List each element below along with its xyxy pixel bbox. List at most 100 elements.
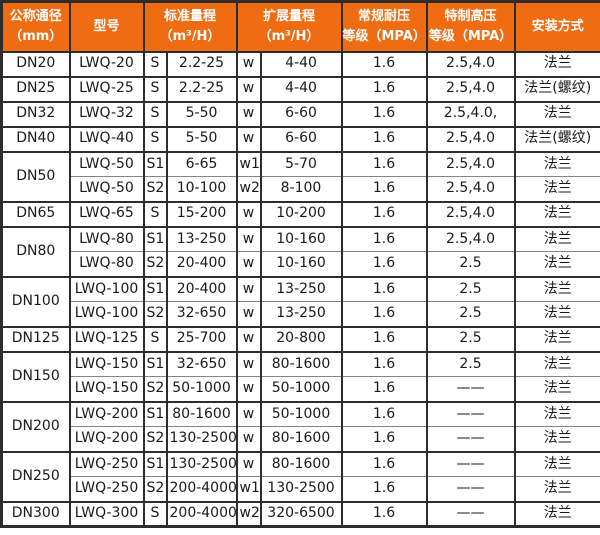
ext-range-cell: 10-200 <box>259 200 343 227</box>
std-code-cell: S2 <box>142 426 168 452</box>
std-range-cell: 200-4000 <box>165 500 238 527</box>
table-row: LWQ-150 S2 50-1000 w 50-1000 1.6 —— 法兰 <box>2 376 600 402</box>
install-cell: 法兰 <box>513 450 600 477</box>
ext-range-cell: 10-160 <box>259 251 343 277</box>
ext-range-cell: 80-1600 <box>259 450 343 477</box>
model-cell: LWQ-250 <box>68 450 145 477</box>
ext-code-cell: w <box>235 275 262 302</box>
table-row: DN200 LWQ-200 S1 80-1600 w 50-1000 1.6 —— 法兰 <box>0 400 600 452</box>
model-cell: LWQ-25 <box>68 75 145 102</box>
install-cell: 法兰 <box>513 251 600 277</box>
ext-code-cell: w <box>235 125 262 152</box>
table-row: DN125 LWQ-125 S 25-700 w 20-800 1.6 2.5 法兰 <box>0 325 600 352</box>
high-pressure-cell: 2.5,4.0 <box>425 125 516 152</box>
std-range-cell: 10-100 <box>165 176 238 202</box>
nominal-diameter-cell: DN65 <box>0 200 71 227</box>
high-pressure-cell: 2.5 <box>425 301 516 327</box>
pressure-cell: 1.6 <box>340 251 428 277</box>
install-cell: 法兰 <box>513 225 600 252</box>
std-code-cell: S <box>142 100 168 127</box>
std-range-cell: 25-700 <box>165 325 238 352</box>
model-cell: LWQ-150 <box>68 350 145 377</box>
high-pressure-cell: 2.5,4.0 <box>425 50 516 77</box>
pressure-cell: 1.6 <box>340 450 428 477</box>
std-code-cell: S <box>142 125 168 152</box>
ext-code-cell: w2 <box>235 500 262 527</box>
std-code-cell: S1 <box>142 400 168 427</box>
ext-code-cell: w <box>235 100 262 127</box>
ext-range-cell: 320-6500 <box>259 500 343 527</box>
ext-range-cell: 10-160 <box>259 225 343 252</box>
ext-range-cell: 4-40 <box>259 75 343 102</box>
nominal-diameter-cell: DN25 <box>0 75 71 102</box>
high-pressure-cell: —— <box>425 500 516 527</box>
high-pressure-cell: 2.5 <box>425 275 516 302</box>
ext-range-cell: 80-1600 <box>259 350 343 377</box>
model-cell: LWQ-50 <box>68 176 145 202</box>
pressure-cell: 1.6 <box>340 225 428 252</box>
pressure-cell: 1.6 <box>340 150 428 177</box>
nominal-diameter-cell: DN100 <box>0 275 71 327</box>
table-row: DN50 LWQ-50 S1 6-65 w1 5-70 1.6 2.5,4.0 法兰 <box>0 150 600 202</box>
nominal-diameter-cell: DN250 <box>0 450 71 502</box>
model-cell: LWQ-300 <box>68 500 145 527</box>
install-cell: 法兰 <box>513 476 600 502</box>
table-row: LWQ-200 S2 130-2500 w 80-1600 1.6 —— 法兰 <box>2 426 600 452</box>
ext-range-cell: 4-40 <box>259 50 343 77</box>
table-row: DN32 LWQ-32 S 5-50 w 6-60 1.6 2.5,4.0, 法兰 <box>0 100 600 127</box>
std-range-cell: 32-650 <box>165 301 238 327</box>
pressure-cell: 1.6 <box>340 376 428 402</box>
pressure-cell: 1.6 <box>340 325 428 352</box>
pressure-cell: 1.6 <box>340 50 428 77</box>
ext-code-cell: w <box>235 225 262 252</box>
std-range-cell: 13-250 <box>165 225 238 252</box>
nominal-diameter-cell: DN200 <box>0 400 71 452</box>
model-cell: LWQ-125 <box>68 325 145 352</box>
std-code-cell: S2 <box>142 301 168 327</box>
model-cell: LWQ-150 <box>68 376 145 402</box>
model-cell: LWQ-40 <box>68 125 145 152</box>
high-pressure-cell: —— <box>425 450 516 477</box>
nominal-diameter-cell: DN300 <box>0 500 71 527</box>
header-row: 公称通径 （mm） 型号 标准量程 （m³/H） 扩展量程 （m³/H） 常规耐… <box>0 0 600 53</box>
high-pressure-cell: 2.5 <box>425 350 516 377</box>
std-range-cell: 5-50 <box>165 100 238 127</box>
ext-range-cell: 13-250 <box>259 301 343 327</box>
std-range-cell: 15-200 <box>165 200 238 227</box>
model-cell: LWQ-100 <box>68 275 145 302</box>
nominal-diameter-cell: DN50 <box>0 150 71 202</box>
std-range-cell: 5-50 <box>165 125 238 152</box>
install-cell: 法兰 <box>513 176 600 202</box>
std-code-cell: S <box>142 500 168 527</box>
model-cell: LWQ-50 <box>68 150 145 177</box>
install-cell: 法兰(螺纹) <box>513 75 600 102</box>
model-cell: LWQ-80 <box>68 225 145 252</box>
install-cell: 法兰 <box>513 376 600 402</box>
pressure-cell: 1.6 <box>340 476 428 502</box>
ext-range-cell: 50-1000 <box>259 376 343 402</box>
table-row: DN100 LWQ-100 S1 20-400 w 13-250 1.6 2.5 法兰 <box>0 275 600 327</box>
std-code-cell: S1 <box>142 150 168 177</box>
nominal-diameter-cell: DN40 <box>0 125 71 152</box>
ext-code-cell: w2 <box>235 176 262 202</box>
install-cell: 法兰 <box>513 400 600 427</box>
high-pressure-cell: 2.5,4.0 <box>425 75 516 102</box>
table-row: DN300 LWQ-300 S 200-4000 w2 320-6500 1.6 —— 法兰 <box>0 500 600 527</box>
install-cell: 法兰(螺纹) <box>513 125 600 152</box>
model-cell: LWQ-200 <box>68 426 145 452</box>
ext-code-cell: w <box>235 50 262 77</box>
model-cell: LWQ-200 <box>68 400 145 427</box>
install-cell: 法兰 <box>513 325 600 352</box>
pressure-cell: 1.6 <box>340 275 428 302</box>
table-row: DN150 LWQ-150 S1 32-650 w 80-1600 1.6 2.5 法兰 <box>0 350 600 402</box>
pressure-cell: 1.6 <box>340 200 428 227</box>
ext-range-cell: 6-60 <box>259 125 343 152</box>
std-code-cell: S <box>142 325 168 352</box>
std-code-cell: S <box>142 50 168 77</box>
pressure-cell: 1.6 <box>340 176 428 202</box>
ext-range-cell: 20-800 <box>259 325 343 352</box>
pressure-cell: 1.6 <box>340 400 428 427</box>
model-cell: LWQ-80 <box>68 251 145 277</box>
std-range-cell: 20-400 <box>165 275 238 302</box>
